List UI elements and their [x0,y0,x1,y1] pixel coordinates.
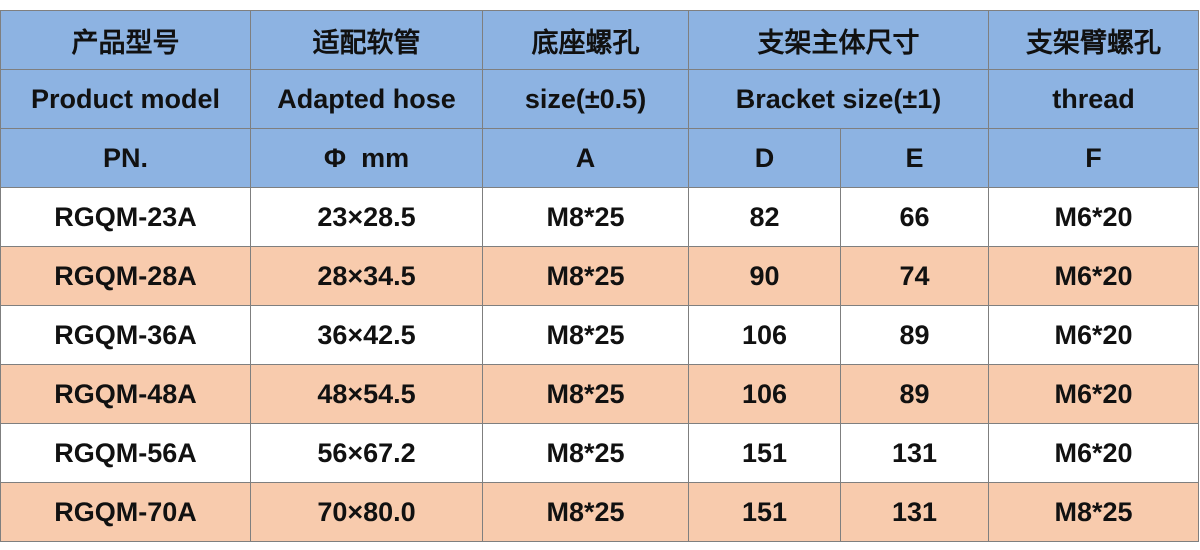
data-cell: M8*25 [482,246,689,306]
data-cell: 23×28.5 [250,187,483,247]
data-cell: 56×67.2 [250,423,483,483]
data-cell: M8*25 [482,482,689,542]
data-cell: RGQM-48A [0,364,251,424]
data-cell: 66 [840,187,989,247]
data-cell: M8*25 [482,187,689,247]
data-cell: RGQM-23A [0,187,251,247]
data-cell: M8*25 [482,364,689,424]
data-cell: 89 [840,364,989,424]
header-cell: Φ mm [250,128,483,188]
header-row: Product model Adapted hose size(±0.5) Brack… [0,69,1199,129]
data-cell: M8*25 [988,482,1199,542]
data-cell: RGQM-70A [0,482,251,542]
header-cell: 支架臂螺孔 [988,10,1199,70]
data-cell: 28×34.5 [250,246,483,306]
data-row: RGQM-36A 36×42.5 M8*25 106 89 M6*20 [0,305,1199,365]
data-cell: M6*20 [988,187,1199,247]
data-cell: 74 [840,246,989,306]
header-cell: Product model [0,69,251,129]
data-cell: 89 [840,305,989,365]
header-row: 产品型号 适配软管 底座螺孔 支架主体尺寸 支架臂螺孔 [0,10,1199,70]
data-cell: RGQM-36A [0,305,251,365]
header-cell: thread [988,69,1199,129]
data-cell: M8*25 [482,423,689,483]
data-cell: M6*20 [988,246,1199,306]
data-cell: 151 [688,482,841,542]
header-cell: size(±0.5) [482,69,689,129]
header-cell: A [482,128,689,188]
data-cell: M6*20 [988,305,1199,365]
data-cell: M6*20 [988,423,1199,483]
data-cell: 151 [688,423,841,483]
header-cell: F [988,128,1199,188]
data-cell: 90 [688,246,841,306]
header-cell: PN. [0,128,251,188]
header-cell: 底座螺孔 [482,10,689,70]
data-cell: 131 [840,423,989,483]
data-row: RGQM-70A 70×80.0 M8*25 151 131 M8*25 [0,482,1199,542]
table-body: 产品型号 适配软管 底座螺孔 支架主体尺寸 支架臂螺孔 Product model Adap… [0,10,1199,542]
header-cell: 产品型号 [0,10,251,70]
data-row: RGQM-28A 28×34.5 M8*25 90 74 M6*20 [0,246,1199,306]
data-cell: 131 [840,482,989,542]
header-cell: Adapted hose [250,69,483,129]
data-cell: RGQM-56A [0,423,251,483]
spec-table: 产品型号 适配软管 底座螺孔 支架主体尺寸 支架臂螺孔 Product model Adap… [0,10,1199,542]
header-cell: 适配软管 [250,10,483,70]
data-cell: M6*20 [988,364,1199,424]
data-cell: 106 [688,364,841,424]
data-cell: 106 [688,305,841,365]
data-cell: 48×54.5 [250,364,483,424]
data-cell: RGQM-28A [0,246,251,306]
header-row: PN. Φ mm A D E F [0,128,1199,188]
data-cell: 36×42.5 [250,305,483,365]
header-cell: E [840,128,989,188]
header-cell: Bracket size(±1) [688,69,989,129]
data-row: RGQM-48A 48×54.5 M8*25 106 89 M6*20 [0,364,1199,424]
data-cell: 82 [688,187,841,247]
data-row: RGQM-56A 56×67.2 M8*25 151 131 M6*20 [0,423,1199,483]
data-cell: 70×80.0 [250,482,483,542]
data-row: RGQM-23A 23×28.5 M8*25 82 66 M6*20 [0,187,1199,247]
data-cell: M8*25 [482,305,689,365]
header-cell: D [688,128,841,188]
header-cell: 支架主体尺寸 [688,10,989,70]
